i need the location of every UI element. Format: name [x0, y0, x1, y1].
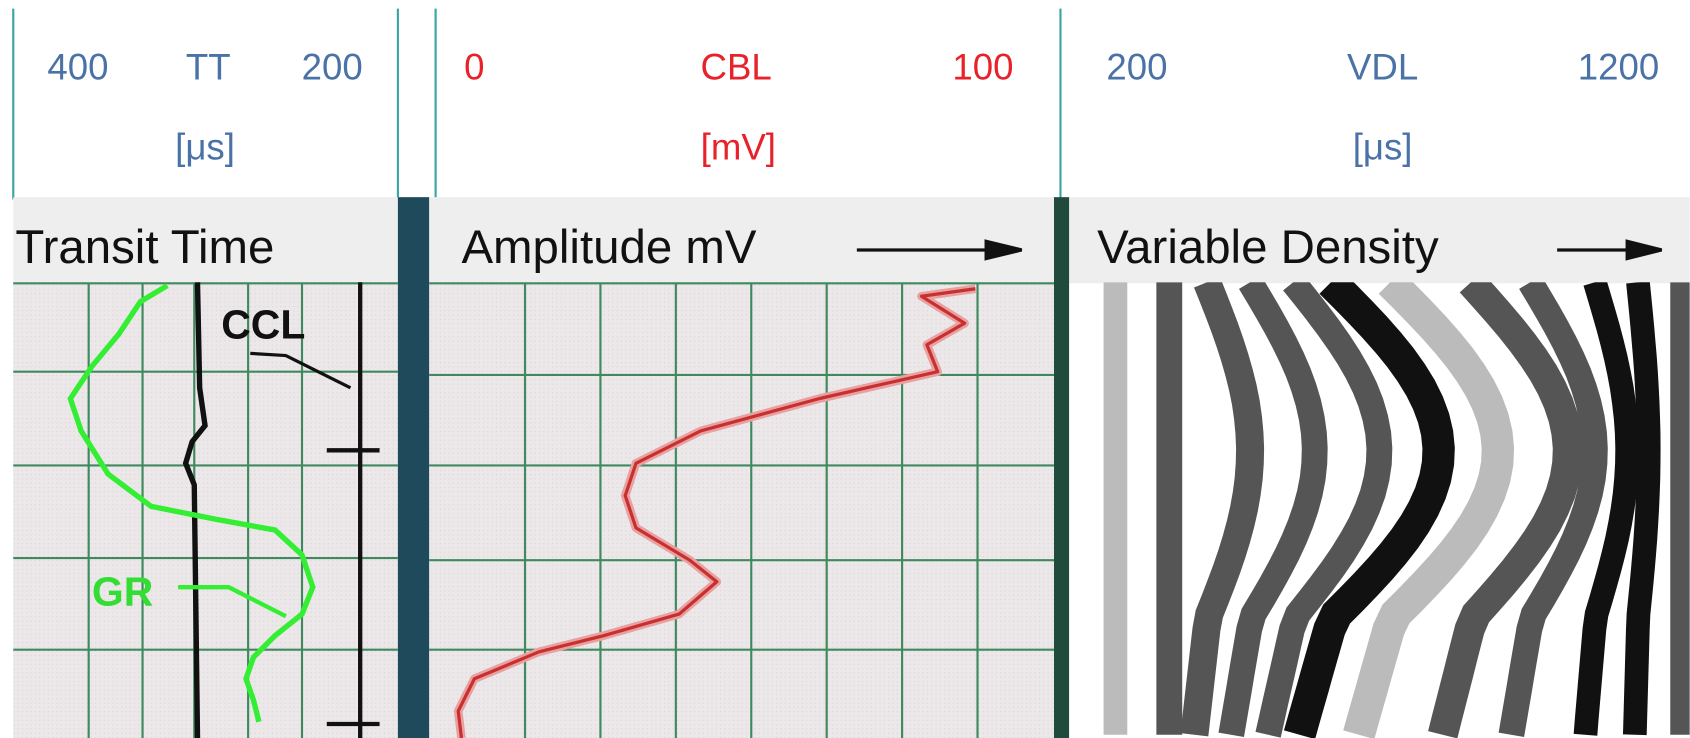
gr-pointer	[178, 585, 287, 619]
vdl-stripe	[1255, 282, 1393, 738]
track-header	[13, 197, 398, 284]
tt-left: 400	[47, 47, 108, 88]
arrows	[856, 239, 1663, 261]
separator	[397, 197, 430, 738]
cbl-curve	[456, 287, 976, 738]
tt-curve	[182, 282, 208, 738]
ccl-label: CCL	[221, 301, 305, 347]
cbl-unit: [mV]	[701, 126, 776, 167]
vdl-stripes	[1103, 282, 1690, 738]
ccl-curve	[250, 282, 380, 738]
vdl-stripe	[1218, 282, 1328, 737]
track-body	[429, 283, 1055, 738]
vdl-stripe	[1343, 282, 1515, 738]
track-header	[429, 197, 1055, 284]
gr-curve	[67, 283, 316, 723]
track-body	[13, 283, 398, 738]
track-header	[1069, 197, 1690, 284]
track-title: Transit Time	[15, 221, 274, 274]
tt-unit: [μs]	[175, 126, 235, 167]
separator	[1054, 197, 1070, 738]
vdl-unit: [μs]	[1353, 126, 1413, 167]
vdl-right: 1200	[1578, 47, 1659, 88]
vdl-stripe	[1573, 282, 1640, 736]
track-title: Amplitude mV	[461, 221, 756, 274]
tt-name: TT	[186, 47, 231, 88]
track-title: Variable Density	[1097, 221, 1439, 274]
cbl-name: CBL	[701, 47, 772, 88]
vdl-stripe	[1283, 282, 1455, 738]
vdl-stripe	[1498, 282, 1608, 737]
cbl-left: 0	[464, 47, 484, 88]
vdl-stripe	[1428, 282, 1584, 738]
gr-label: GR	[92, 568, 153, 614]
header-dividers	[12, 8, 1062, 200]
vdl-stripe	[1622, 282, 1661, 736]
cbl-right: 100	[952, 47, 1013, 88]
vdl-stripe	[1180, 282, 1265, 737]
tt-right: 200	[302, 47, 363, 88]
vdl-name: VDL	[1347, 47, 1418, 88]
vdl-left: 200	[1106, 47, 1167, 88]
